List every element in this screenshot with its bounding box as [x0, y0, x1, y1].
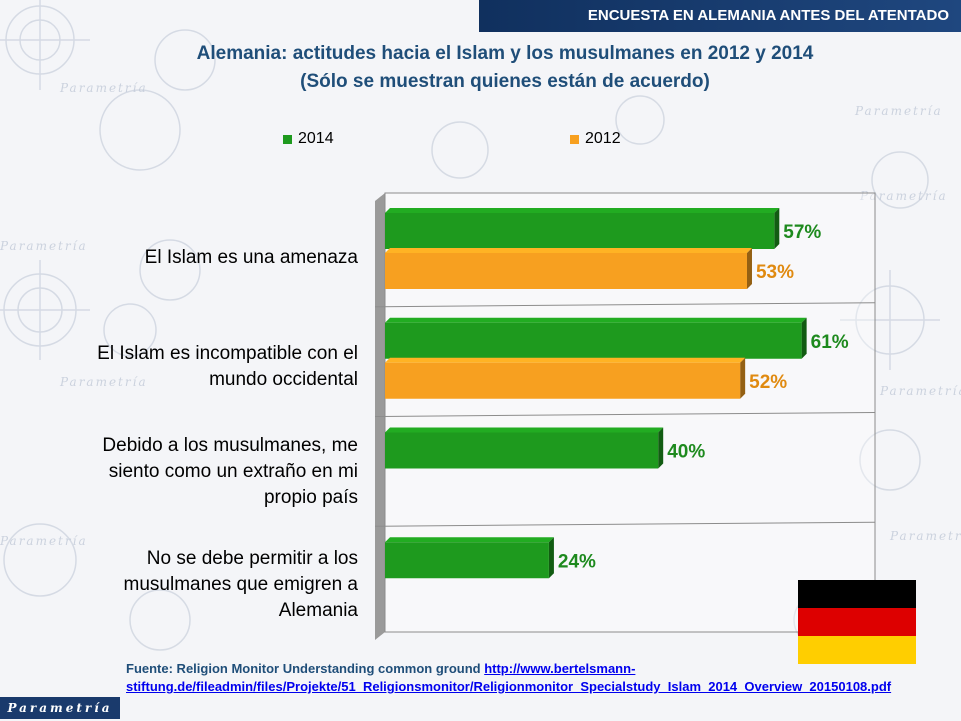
- bar-end-2014-4: [548, 537, 554, 579]
- bar-2014-4: [385, 542, 549, 579]
- legend-item-2012: 2012: [570, 130, 621, 148]
- svg-text:Parametría: Parametría: [59, 81, 148, 95]
- bar-2014-1: [385, 213, 775, 249]
- category-label-3: Debido a los musulmanes, me siento como u…: [102, 435, 358, 508]
- bar-2014-3: [385, 432, 659, 469]
- bar-end-2014-1: [774, 208, 780, 249]
- data-label-2014-1: 57%: [783, 222, 821, 243]
- bar-top-2014-3: [385, 427, 664, 433]
- data-label-2014-4: 24%: [558, 551, 596, 572]
- category-label-4: No se debe permitir a los musulmanes que …: [123, 548, 358, 621]
- bar-top-2014-4: [385, 537, 554, 543]
- category-divider: [374, 521, 876, 527]
- bar-end-2014-2: [801, 317, 807, 359]
- legend-item-2014: 2014: [283, 130, 334, 148]
- flag-stripe-black: [798, 580, 916, 608]
- legend-swatch-2012: [570, 134, 579, 144]
- parametria-logo: Parametría: [0, 697, 120, 719]
- bar-end-2014-3: [658, 427, 664, 469]
- bar-end-2012-2: [740, 357, 746, 399]
- bar-2012-2: [385, 362, 741, 399]
- germany-flag: [798, 580, 916, 664]
- bar-2014-2: [385, 322, 802, 359]
- flag-stripe-gold: [798, 636, 916, 664]
- svg-text:Parametría: Parametría: [854, 104, 943, 118]
- legend-label-2012: 2012: [585, 130, 621, 147]
- bar-top-2014-2: [385, 317, 807, 323]
- chart-title: Alemania: actitudes hacia el Islam y los…: [196, 43, 814, 64]
- bar-2012-1: [385, 253, 747, 289]
- data-label-2014-2: 61%: [811, 332, 849, 353]
- data-label-2012-2: 52%: [749, 372, 787, 393]
- bar-top-2012-2: [385, 357, 746, 363]
- svg-text:Parametría: Parametría: [59, 375, 148, 389]
- bar-top-2014-1: [385, 208, 780, 213]
- legend-label-2014: 2014: [298, 130, 334, 147]
- svg-text:Parametría: Parametría: [0, 239, 88, 253]
- flag-stripe-red: [798, 608, 916, 636]
- category-label-1: El Islam es una amenaza: [144, 247, 358, 268]
- legend-swatch-2014: [283, 134, 292, 144]
- chart-subtitle: (Sólo se muestran quienes están de acuer…: [300, 71, 710, 92]
- category-divider: [374, 302, 876, 308]
- category-label-2: El Islam es incompatible con el mundo occ…: [97, 343, 358, 390]
- bar-top-2012-1: [385, 248, 752, 253]
- svg-text:Parametría: Parametría: [889, 529, 961, 543]
- source-link[interactable]: http://www.bertelsmann-stiftung.de/filea…: [126, 661, 892, 694]
- data-label-2012-1: 53%: [756, 262, 794, 283]
- source-note: Fuente: Religion Monitor Understanding c…: [126, 660, 956, 696]
- data-label-2014-3: 40%: [667, 442, 705, 463]
- svg-text:Parametría: Parametría: [859, 189, 948, 203]
- category-divider: [374, 412, 876, 417]
- chart-title-block: Alemania: actitudes hacia el Islam y los…: [110, 40, 900, 96]
- svg-text:Parametría: Parametría: [879, 384, 961, 398]
- header-banner: ENCUESTA EN ALEMANIA ANTES DEL ATENTADO: [479, 0, 961, 32]
- svg-text:Parametría: Parametría: [0, 534, 88, 548]
- bar-end-2012-1: [746, 248, 752, 289]
- source-text: Fuente: Religion Monitor Understanding c…: [126, 661, 485, 676]
